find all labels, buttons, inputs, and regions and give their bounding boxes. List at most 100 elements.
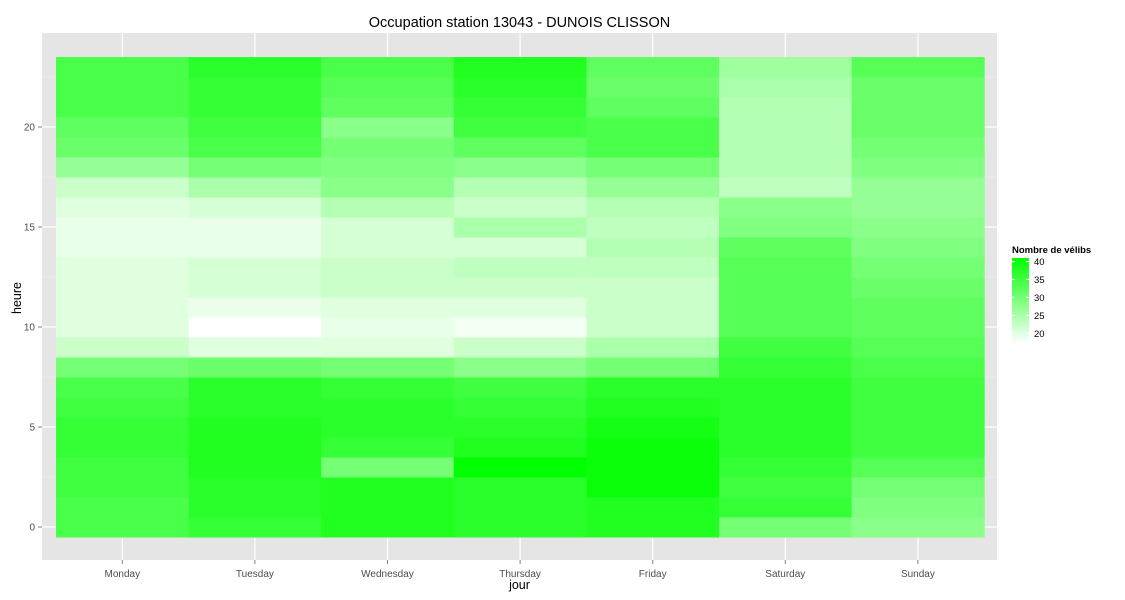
heatmap-tile [188, 237, 322, 258]
x-tick-label: Thursday [499, 569, 541, 580]
heatmap-tile [851, 157, 985, 178]
legend-colorbar: 40 35 30 25 20 [1012, 257, 1045, 344]
heatmap-tile [719, 317, 853, 338]
legend-label: 30 [1034, 293, 1045, 304]
heatmap-tile [453, 157, 587, 178]
heatmap-tile [453, 97, 587, 118]
x-tick-label: Friday [639, 569, 667, 580]
heatmap-tile [453, 77, 587, 98]
heatmap-tile [453, 417, 587, 438]
heatmap-tile [188, 177, 322, 198]
heatmap-tile [719, 237, 853, 258]
heatmap-tile [453, 137, 587, 158]
heatmap-tile [586, 137, 720, 158]
heatmap-tile [321, 377, 455, 398]
heatmap-tile [321, 157, 455, 178]
heatmap-tile [851, 337, 985, 358]
heatmap-tile [453, 517, 587, 538]
y-tick-label: 15 [24, 223, 36, 234]
heatmap-tile [851, 57, 985, 78]
heatmap-tile [453, 237, 587, 258]
x-tick-label: Tuesday [236, 569, 274, 580]
heatmap-tile [188, 117, 322, 138]
heatmap-tile [321, 197, 455, 218]
heatmap-tile [719, 337, 853, 358]
heatmap-tile [586, 497, 720, 518]
heatmap-tile [586, 397, 720, 418]
heatmap-tile [719, 357, 853, 378]
heatmap-tile [188, 97, 322, 118]
heatmap-tile [56, 197, 190, 218]
heatmap-tile [321, 57, 455, 78]
heatmap-tile [586, 477, 720, 498]
heatmap-tile [188, 137, 322, 158]
heatmap-tile [719, 277, 853, 298]
heatmap-tile [321, 437, 455, 458]
heatmap-tile [453, 317, 587, 338]
heatmap-tile [453, 397, 587, 418]
heatmap-tile [321, 477, 455, 498]
heatmap-tile [586, 297, 720, 318]
heatmap-tile [321, 357, 455, 378]
heatmap-tile [719, 497, 853, 518]
heatmap-tile [453, 297, 587, 318]
heatmap-tile [56, 57, 190, 78]
heatmap-tile [586, 57, 720, 78]
heatmap-tile [851, 237, 985, 258]
legend-label: 40 [1034, 257, 1045, 268]
heatmap-tile [188, 77, 322, 98]
y-tick-label: 10 [24, 323, 36, 334]
heatmap-tile [188, 357, 322, 378]
heatmap-tile [321, 337, 455, 358]
heatmap-tile [56, 297, 190, 318]
heatmap-tile [453, 357, 587, 378]
x-tick-label: Saturday [765, 569, 805, 580]
heatmap-tile [188, 197, 322, 218]
heatmap-tile [321, 277, 455, 298]
x-axis-title: jour [509, 578, 530, 592]
heatmap-tile [188, 497, 322, 518]
heatmap-tile [453, 217, 587, 238]
legend-gradient [1012, 258, 1029, 344]
heatmap-tile [56, 457, 190, 478]
heatmap-tile [188, 57, 322, 78]
x-tick-label: Sunday [901, 569, 935, 580]
heatmap-tile [851, 497, 985, 518]
heatmap-tile [321, 317, 455, 338]
heatmap-tile [321, 257, 455, 278]
heatmap-tile [188, 297, 322, 318]
heatmap-tile [851, 477, 985, 498]
heatmap-tiles [56, 57, 985, 538]
heatmap-tile [321, 117, 455, 138]
heatmap-tile [851, 397, 985, 418]
heatmap-tile [56, 117, 190, 138]
heatmap-tile [188, 477, 322, 498]
heatmap-tile [719, 197, 853, 218]
heatmap-tile [188, 257, 322, 278]
heatmap-tile [586, 517, 720, 538]
heatmap-tile [56, 257, 190, 278]
heatmap-tile [321, 457, 455, 478]
heatmap-tile [56, 217, 190, 238]
heatmap-tile [188, 157, 322, 178]
y-tick-label: 5 [29, 423, 35, 434]
heatmap-tile [719, 517, 853, 538]
heatmap-tile [851, 137, 985, 158]
heatmap-tile [719, 437, 853, 458]
x-tick-label: Monday [105, 569, 141, 580]
chart-title: Occupation station 13043 - DUNOIS CLISSO… [368, 15, 671, 31]
heatmap-tile [321, 417, 455, 438]
heatmap-tile [56, 77, 190, 98]
heatmap-tile [851, 177, 985, 198]
heatmap-tile [56, 357, 190, 378]
heatmap-tile [586, 377, 720, 398]
heatmap-tile [453, 437, 587, 458]
heatmap-tile [719, 297, 853, 318]
heatmap-tile [188, 217, 322, 238]
heatmap-tile [453, 197, 587, 218]
heatmap-tile [56, 397, 190, 418]
heatmap-tile [321, 137, 455, 158]
heatmap-tile [851, 317, 985, 338]
heatmap-tile [851, 457, 985, 478]
heatmap-tile [851, 117, 985, 138]
